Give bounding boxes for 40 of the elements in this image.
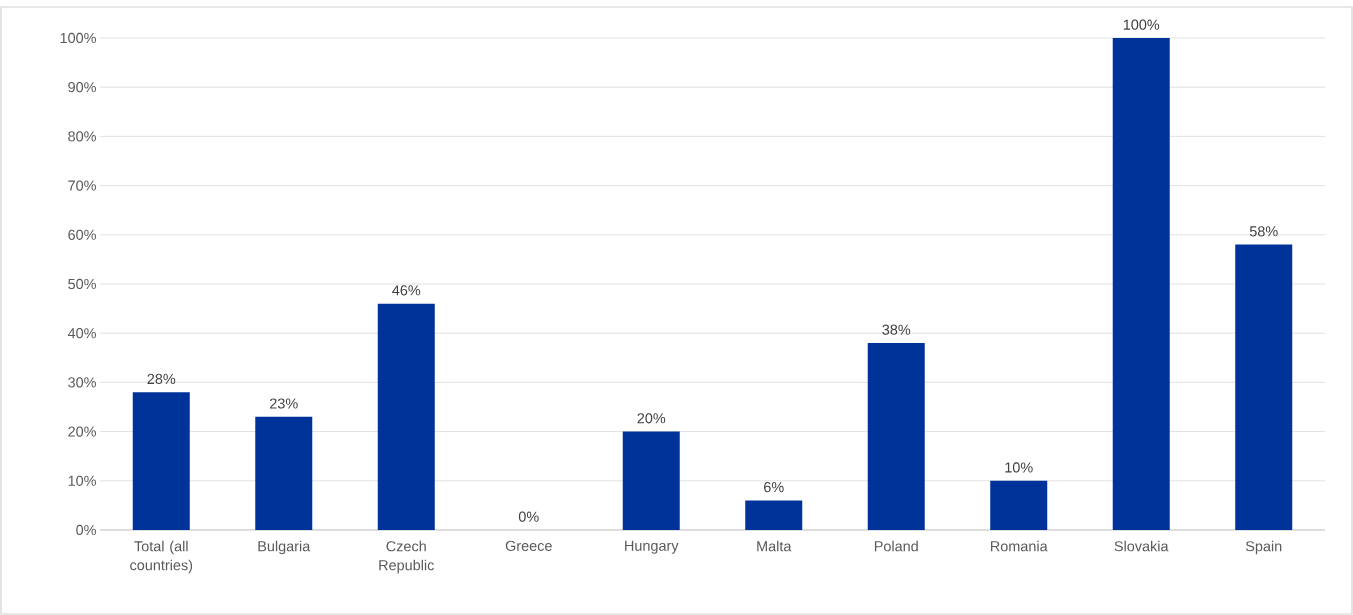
x-tick-label: Poland — [874, 540, 918, 552]
data-label: 100% — [1123, 19, 1160, 30]
data-label: 0% — [518, 511, 539, 522]
y-tick-label: 40% — [67, 328, 96, 339]
x-tick-label: Bulgaria — [258, 540, 311, 555]
y-tick-label: 70% — [68, 180, 96, 191]
x-tick-label: Greece — [505, 540, 552, 551]
data-label: 28% — [147, 373, 176, 385]
y-tick-label: 20% — [68, 426, 96, 437]
data-label: 6% — [764, 482, 784, 493]
y-tick-label: 60% — [68, 229, 96, 240]
bar — [1235, 244, 1293, 530]
bar — [377, 303, 435, 530]
bar — [622, 431, 680, 530]
data-label: 38% — [882, 324, 911, 335]
y-tick-label: 90% — [68, 82, 96, 93]
x-tick-label: Spain — [1245, 540, 1282, 555]
data-label: 10% — [1005, 462, 1033, 473]
x-tick-label: Malta — [757, 540, 792, 552]
data-label: 20% — [637, 413, 666, 424]
y-tick-label: 30% — [68, 377, 96, 388]
bar — [745, 500, 803, 530]
data-label: 46% — [392, 285, 421, 296]
x-tick-label: Czech Republic — [379, 540, 434, 574]
y-tick-label: 80% — [68, 131, 96, 142]
y-tick-label: 0% — [76, 524, 96, 536]
x-tick-label: Hungary — [625, 540, 679, 554]
bar — [255, 416, 313, 530]
x-tick-label: Romania — [991, 540, 1048, 552]
bar — [867, 343, 925, 530]
bar — [990, 480, 1048, 530]
y-tick-label: 100% — [60, 32, 96, 44]
x-tick-label: Total (all countries) — [130, 540, 193, 574]
x-tick-label: Slovakia — [1114, 540, 1169, 552]
data-label: 58% — [1249, 226, 1278, 237]
bar — [132, 392, 190, 530]
bar — [1112, 37, 1170, 530]
y-tick-label: 50% — [68, 278, 96, 290]
y-tick-label: 10% — [68, 475, 96, 486]
data-label: 23% — [270, 398, 298, 409]
